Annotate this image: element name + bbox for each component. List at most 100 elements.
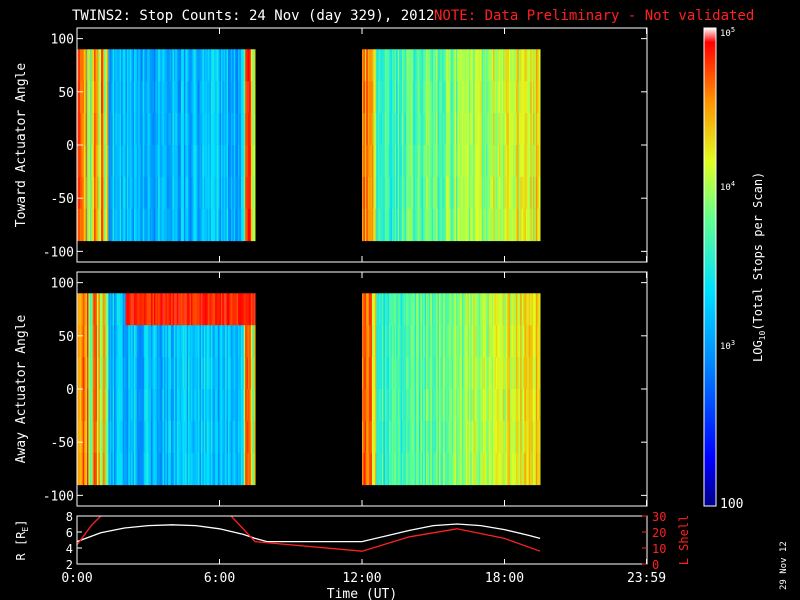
heatmap-cell [220, 113, 223, 146]
heatmap-cell [463, 452, 465, 486]
heatmap-cell [191, 357, 193, 390]
heatmap-cell [125, 49, 128, 82]
heatmap-cell [136, 49, 139, 82]
heatmap-cell [166, 325, 169, 358]
heatmap-cell [528, 113, 531, 146]
heatmap-cell [364, 452, 367, 486]
heatmap-cell [410, 49, 413, 82]
heatmap-cell [213, 420, 216, 454]
heatmap-cell [363, 452, 366, 486]
heatmap-cell [525, 81, 528, 114]
heatmap-cell [182, 208, 185, 242]
heatmap-cell [99, 208, 102, 242]
heatmap-cell [158, 81, 160, 114]
heatmap-cell [424, 113, 427, 146]
heatmap-cell [503, 208, 505, 242]
heatmap-cell [106, 208, 109, 242]
heatmap-cell [493, 357, 495, 390]
heatmap-cell [366, 81, 369, 114]
heatmap-cell [87, 389, 89, 422]
heatmap-cell [250, 389, 253, 422]
heatmap-cell [403, 293, 406, 326]
heatmap-cell [384, 325, 387, 358]
heatmap-cell [206, 113, 209, 146]
heatmap-cell [228, 293, 230, 326]
heatmap-cell [85, 420, 88, 454]
heatmap-cell [400, 145, 403, 178]
heatmap-cell [413, 293, 416, 326]
heatmap-cell [527, 325, 530, 358]
heatmap-cell [401, 420, 404, 454]
heatmap-cell [407, 208, 410, 242]
heatmap-cell [430, 81, 433, 114]
heatmap-cell [89, 325, 92, 358]
heatmap-cell [109, 208, 112, 242]
heatmap-cell [488, 113, 491, 146]
heatmap-cell [383, 420, 386, 454]
heatmap-cell [367, 389, 370, 422]
heatmap-cell [401, 389, 404, 422]
heatmap-cell [111, 293, 113, 326]
heatmap-cell [230, 389, 233, 422]
heatmap-cell [410, 176, 413, 210]
heatmap-cell [82, 420, 85, 454]
heatmap-cell [232, 389, 235, 422]
heatmap-cell [226, 145, 229, 178]
heatmap-cell [195, 176, 198, 210]
heatmap-cell [439, 357, 441, 390]
heatmap-cell [218, 325, 220, 358]
heatmap-cell [520, 357, 522, 390]
heatmap-cell [243, 293, 246, 326]
heatmap-cell [253, 145, 256, 178]
heatmap-cell [155, 452, 158, 486]
heatmap-cell [423, 293, 426, 326]
heatmap-cell [220, 145, 223, 178]
heatmap-cell [242, 176, 245, 210]
heatmap-cell [433, 81, 436, 114]
heatmap-cell [151, 113, 153, 146]
heatmap-cell [417, 49, 420, 82]
heatmap-cell [490, 81, 493, 114]
heatmap-cell [246, 389, 249, 422]
heatmap-cell [89, 357, 92, 390]
heatmap-cell [104, 81, 106, 114]
heatmap-cell [477, 145, 480, 178]
heatmap-cell [416, 452, 418, 486]
heatmap-cell [477, 293, 480, 326]
heatmap-cell [249, 325, 252, 358]
heatmap-cell [162, 389, 165, 422]
heatmap-cell [444, 452, 447, 486]
heatmap-cell [213, 81, 216, 114]
heatmap-cell [235, 293, 237, 326]
heatmap-cell [220, 81, 223, 114]
heatmap-cell [161, 81, 163, 114]
heatmap-cell [173, 357, 176, 390]
heatmap-cell [377, 145, 380, 178]
heatmap-cell [88, 420, 91, 454]
heatmap-cell [396, 293, 398, 326]
heatmap-cell [122, 176, 125, 210]
heatmap-cell [427, 145, 430, 178]
heatmap-cell [114, 325, 116, 358]
heatmap-cell [413, 208, 416, 242]
heatmap-cell [524, 145, 527, 178]
heatmap-cell [463, 420, 465, 454]
heatmap-cell [98, 81, 101, 114]
heatmap-cell [514, 357, 517, 390]
heatmap-cell [429, 176, 431, 210]
heatmap-cell [188, 420, 190, 454]
heatmap-cell [505, 176, 508, 210]
heatmap-cell [515, 325, 518, 358]
heatmap-cell [78, 357, 81, 390]
heatmap-cell [387, 81, 390, 114]
heatmap-cell [208, 452, 210, 486]
heatmap-cell [538, 389, 541, 422]
heatmap-cell [248, 208, 250, 242]
heatmap-cell [525, 113, 528, 146]
heatmap-cell [477, 81, 480, 114]
heatmap-cell [216, 113, 219, 146]
heatmap-cell [467, 113, 470, 146]
heatmap-cell [250, 420, 253, 454]
heatmap-cell [188, 81, 190, 114]
heatmap-cell [122, 208, 125, 242]
